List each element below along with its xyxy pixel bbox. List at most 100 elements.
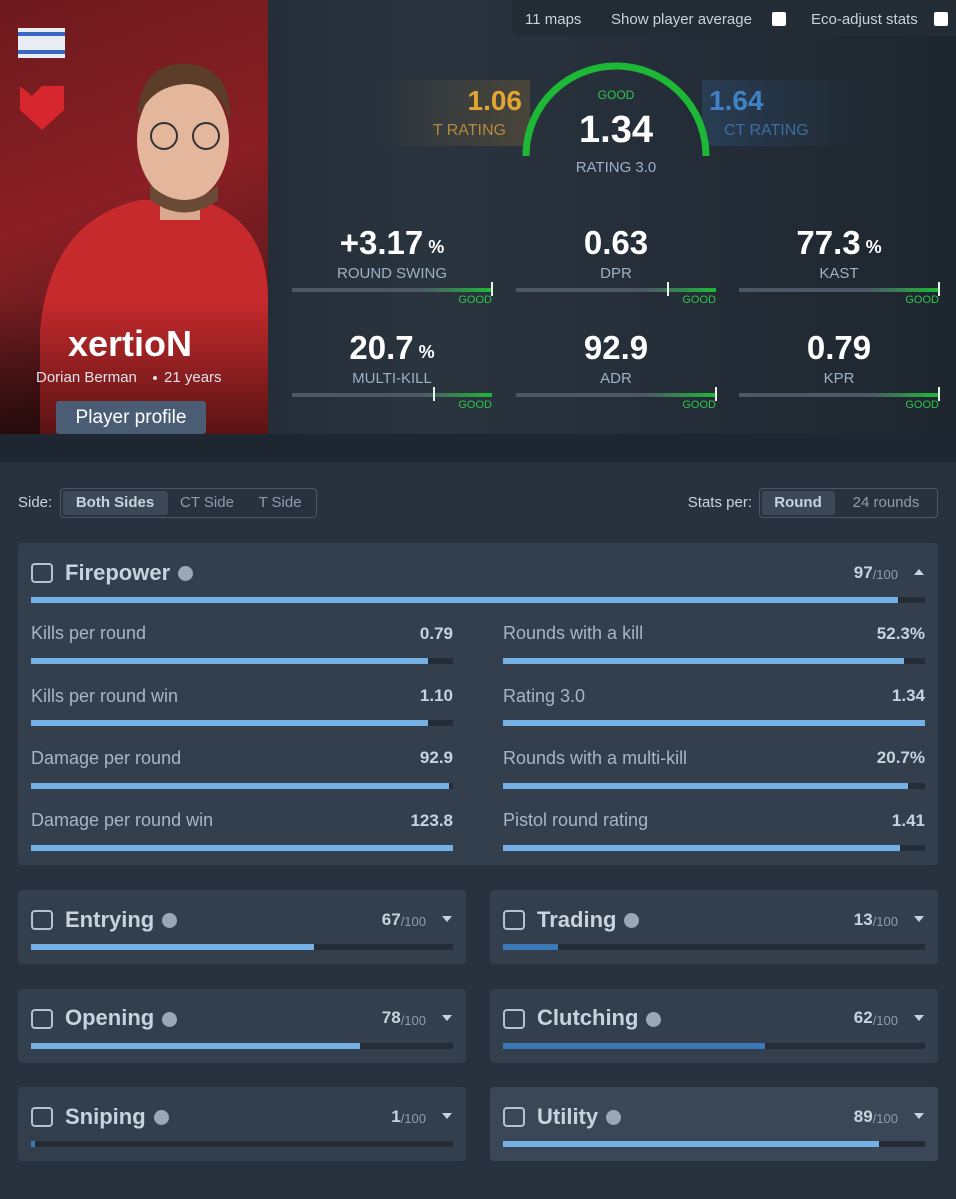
score-value: 1	[391, 1106, 401, 1126]
profile-button-label[interactable]: Player profile	[75, 406, 187, 428]
stat-label: Damage per round	[31, 747, 182, 768]
help-icon	[606, 1110, 622, 1125]
summary-value: 0.63	[583, 224, 649, 262]
summary-marker	[715, 387, 717, 401]
profile-button[interactable]	[56, 401, 206, 434]
chevron[interactable]	[442, 1113, 452, 1119]
per-label: Stats per:	[687, 494, 752, 511]
stat-bar	[503, 782, 909, 789]
help-icon	[178, 566, 194, 581]
category-card[interactable]	[18, 1087, 466, 1161]
per-active	[762, 491, 835, 515]
score-max: /100	[400, 1012, 426, 1028]
category-card[interactable]	[490, 988, 938, 1063]
top-bar	[512, 0, 956, 36]
ct-rating-label: CT RATING	[724, 122, 809, 140]
category-title[interactable]: Trading	[537, 906, 617, 932]
category-card[interactable]	[490, 890, 938, 964]
eco-adjust[interactable]: Eco-adjust stats	[811, 11, 918, 28]
summary-label: MULTI-KILL	[352, 370, 432, 387]
player-name: Dorian Berman	[36, 369, 137, 386]
firepower-card	[18, 543, 938, 865]
rating-label: RATING 3.0	[575, 159, 657, 176]
help-icon	[624, 913, 640, 928]
hair	[137, 63, 231, 122]
stat-value: 0.79	[419, 623, 453, 643]
chevron[interactable]	[442, 1014, 452, 1021]
summary-value: +3.17	[339, 224, 424, 262]
side-option[interactable]: Both Sides	[75, 494, 155, 511]
category-card[interactable]	[18, 988, 466, 1063]
summary-marker	[938, 282, 940, 296]
summary-badge: GOOD	[458, 399, 492, 412]
score-bar	[503, 944, 558, 950]
summary-badge: GOOD	[682, 399, 716, 412]
side-toggle	[60, 488, 317, 518]
summary-unit: %	[865, 237, 882, 258]
team-logo	[20, 86, 64, 130]
category-icon	[503, 1107, 525, 1127]
side-option[interactable]: CT Side	[180, 494, 234, 511]
chevron[interactable]	[914, 1014, 924, 1021]
stat-bar	[31, 658, 428, 664]
summary-track	[516, 393, 716, 397]
category-title[interactable]: Firepower	[65, 559, 171, 585]
stat-label: Rating 3.0	[503, 685, 586, 706]
summary-good-zone	[422, 393, 492, 397]
category-title[interactable]: Opening	[65, 1005, 155, 1031]
ct-rating-box	[702, 80, 862, 146]
checkbox[interactable]	[934, 12, 948, 26]
maps-label: 11 maps	[525, 11, 582, 28]
stat-label: Damage per round win	[31, 810, 214, 831]
t-rating-label: T RATING	[432, 122, 506, 140]
show-average[interactable]: Show player average	[611, 11, 752, 28]
face	[137, 78, 229, 202]
checkbox[interactable]	[772, 12, 786, 26]
chevron[interactable]	[914, 916, 924, 922]
player-panel	[0, 0, 268, 434]
summary-badge: GOOD	[458, 294, 492, 307]
per-option[interactable]: 24 rounds	[852, 494, 920, 511]
stat-bar	[31, 720, 428, 727]
stat-bar	[503, 720, 925, 727]
help-icon	[646, 1011, 662, 1027]
summary-good-zone	[646, 393, 716, 397]
summary-label: ROUND SWING	[337, 265, 447, 282]
stat-value: 92.9	[419, 748, 453, 768]
chevron[interactable]	[914, 569, 924, 575]
chevron[interactable]	[914, 1113, 924, 1119]
summary-marker	[491, 282, 493, 296]
side-option[interactable]: T Side	[258, 494, 302, 511]
rating-badge: GOOD	[597, 87, 635, 102]
score-value: 97	[853, 562, 873, 582]
score-value: 89	[853, 1106, 873, 1126]
score-bar	[31, 1042, 361, 1049]
score-value: 67	[381, 909, 401, 929]
glasses	[192, 122, 220, 150]
per-option[interactable]: Round	[774, 494, 822, 511]
category-title[interactable]: Entrying	[65, 906, 155, 932]
summary-label: DPR	[600, 265, 632, 282]
category-card[interactable]	[18, 890, 466, 964]
score-bar	[31, 1141, 36, 1147]
per-toggle	[759, 488, 938, 518]
stat-bar	[31, 844, 453, 851]
stat-label: Pistol round rating	[503, 810, 649, 831]
score-value: 62	[853, 1008, 873, 1028]
stat-value: 1.41	[891, 810, 925, 830]
category-title[interactable]: Utility	[537, 1103, 599, 1129]
category-icon	[503, 1008, 525, 1029]
category-card[interactable]	[490, 1087, 938, 1161]
score-bar	[503, 1141, 879, 1147]
summary-track	[739, 393, 939, 397]
summary-good-zone	[869, 288, 939, 292]
chevron[interactable]	[442, 916, 452, 922]
score-max: /100	[400, 914, 426, 930]
category-title[interactable]: Sniping	[65, 1103, 146, 1129]
score-max: /100	[872, 1012, 898, 1028]
summary-value: 92.9	[583, 329, 649, 367]
category-title[interactable]: Clutching	[537, 1005, 639, 1031]
summary-good-zone	[869, 393, 939, 397]
stat-label: Rounds with a kill	[503, 623, 644, 644]
